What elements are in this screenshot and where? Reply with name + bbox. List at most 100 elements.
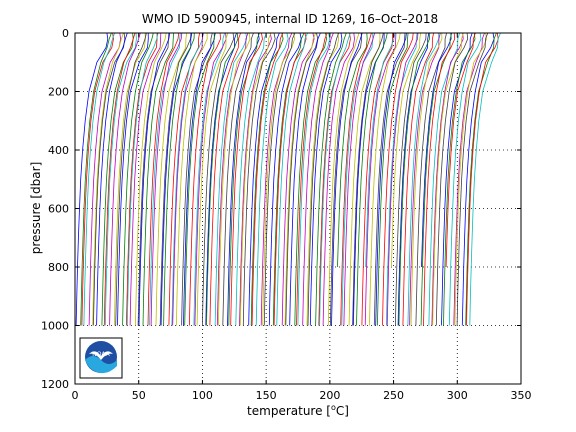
profile-line <box>343 32 375 326</box>
profile-line <box>319 32 351 326</box>
profile-line <box>126 33 158 326</box>
profile-line <box>307 32 340 326</box>
profile-line <box>172 32 204 326</box>
profile-line <box>109 32 141 326</box>
profile-line <box>189 32 221 326</box>
profile-line <box>315 32 347 326</box>
profile-line <box>448 32 482 326</box>
profile-line <box>454 32 488 326</box>
profile-line <box>196 32 229 326</box>
profile-line <box>289 32 321 326</box>
profile-line <box>129 32 162 326</box>
profile-line <box>81 32 114 326</box>
profile-line <box>103 32 136 326</box>
profile-line <box>395 32 427 326</box>
profile-line <box>138 32 171 326</box>
profile-line <box>276 32 308 326</box>
profile-line <box>230 32 263 326</box>
profile-line <box>159 32 192 326</box>
profile-line <box>469 32 501 326</box>
profile-line <box>184 32 216 326</box>
profile-line <box>377 32 409 326</box>
profile-line <box>93 32 126 326</box>
profile-line <box>96 32 128 326</box>
noaa-logo: NOAA <box>79 337 123 379</box>
profile-line <box>306 32 340 326</box>
profile-line <box>80 32 112 326</box>
profile-line <box>115 32 147 326</box>
x-axis-title-prefix: temperature [ <box>247 404 331 418</box>
profile-line <box>456 32 489 326</box>
profile-line <box>402 32 434 326</box>
profile-line <box>302 32 334 326</box>
profile-line <box>375 32 407 326</box>
noaa-logo-wave-icon <box>85 356 117 374</box>
profile-line <box>386 32 418 326</box>
y-tick-label: 0 <box>62 27 69 40</box>
profile-line <box>284 32 317 326</box>
profile-line <box>126 32 159 326</box>
profile-line <box>296 32 328 326</box>
profile-line <box>176 32 208 326</box>
profile-line <box>183 32 215 326</box>
profile-line <box>309 32 343 326</box>
y-tick-label: 400 <box>48 144 69 157</box>
profile-line <box>297 32 331 326</box>
profile-line <box>206 32 239 326</box>
profile-line <box>365 32 396 268</box>
profile-line <box>466 32 499 326</box>
x-tick-label: 150 <box>256 389 277 402</box>
profile-line <box>330 32 363 326</box>
y-tick-label: 600 <box>48 203 69 216</box>
profile-line <box>361 32 393 326</box>
profile-line <box>216 32 249 326</box>
profile-line <box>214 32 248 326</box>
profile-line <box>218 32 251 326</box>
profile-line <box>409 32 441 326</box>
profile-line <box>465 32 497 326</box>
profile-line <box>260 32 293 326</box>
profile-line <box>248 32 280 326</box>
profile-line <box>122 32 154 326</box>
profile-line <box>171 32 204 326</box>
y-tick-label: 800 <box>48 261 69 274</box>
profile-line <box>397 32 430 326</box>
profile-line <box>104 32 137 326</box>
profile-line <box>369 32 401 326</box>
profile-line <box>255 32 289 326</box>
x-tick-label: 50 <box>132 389 146 402</box>
profile-line <box>135 32 167 326</box>
profile-line <box>239 32 272 326</box>
profile-line <box>263 32 296 326</box>
x-axis-title-suffix: C] <box>336 404 349 418</box>
profile-line <box>415 32 447 326</box>
profile-line <box>268 32 302 326</box>
profile-line <box>353 33 385 326</box>
profile-line <box>421 32 452 268</box>
profile-line <box>410 32 443 326</box>
profile-line <box>327 32 360 326</box>
y-tick-label: 200 <box>48 86 69 99</box>
profile-line <box>423 32 456 326</box>
x-axis-title: temperature [oC] <box>247 403 349 418</box>
profile-line <box>168 32 200 326</box>
profile-line <box>272 32 305 326</box>
profile-line <box>147 32 180 326</box>
profile-line <box>431 32 464 326</box>
profile-line <box>117 32 149 326</box>
x-axis-title-degree: o <box>331 403 336 412</box>
profile-line <box>337 32 368 268</box>
profile-line <box>356 32 388 326</box>
profile-line <box>101 32 134 326</box>
profile-line <box>398 32 431 326</box>
profile-line <box>83 32 115 326</box>
profile-line <box>407 33 440 326</box>
profile-line <box>443 32 476 326</box>
profile-line <box>428 32 460 326</box>
x-tick-label: 100 <box>192 389 213 402</box>
profile-line <box>250 32 284 326</box>
profile-line <box>285 32 319 326</box>
ticks: 0 50 100 150 200 250 300 350 0 200 400 600 800 1000 12… <box>41 27 532 402</box>
profile-line <box>331 32 363 326</box>
x-tick-label: 300 <box>447 389 468 402</box>
